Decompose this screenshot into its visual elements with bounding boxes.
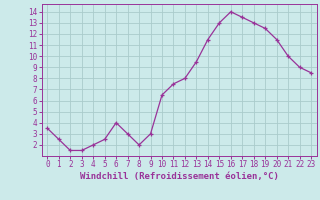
X-axis label: Windchill (Refroidissement éolien,°C): Windchill (Refroidissement éolien,°C)	[80, 172, 279, 181]
